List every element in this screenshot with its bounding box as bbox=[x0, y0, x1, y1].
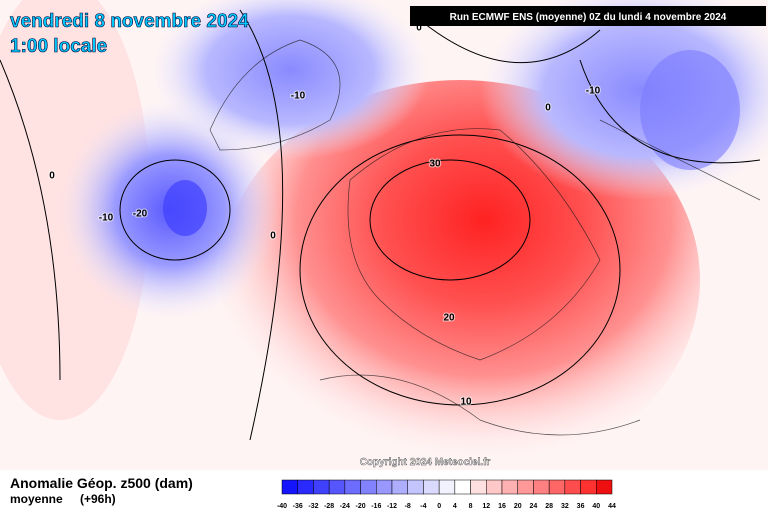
contour-label: 0 bbox=[270, 231, 276, 242]
colorbar-tick-label: -36 bbox=[293, 503, 303, 510]
contour-label: -10 bbox=[586, 86, 601, 97]
colorbar-box bbox=[564, 479, 581, 495]
run-box bbox=[410, 6, 766, 26]
colorbar-tick-label: 0 bbox=[437, 503, 441, 510]
colorbar-box bbox=[470, 479, 487, 495]
colorbar-tick-label: 36 bbox=[577, 503, 585, 510]
colorbar-box bbox=[423, 479, 440, 495]
contour-label: 0 bbox=[416, 23, 422, 34]
colorbar-tick-label: 16 bbox=[498, 503, 506, 510]
negative-anomaly bbox=[150, 0, 430, 160]
colorbar-box bbox=[360, 479, 377, 495]
colorbar-tick-label: -40 bbox=[277, 503, 287, 510]
contour-label: 10 bbox=[460, 397, 472, 408]
contour-label: -20 bbox=[133, 209, 148, 220]
contour-label: 0 bbox=[49, 171, 55, 182]
copyright: Copyright 2024 Meteociel.fr bbox=[360, 457, 491, 468]
colorbar-box bbox=[454, 479, 471, 495]
colorbar-tick-label: -20 bbox=[356, 503, 366, 510]
run-info: Run ECMWF ENS (moyenne) 0Z du lundi 4 no… bbox=[450, 12, 727, 23]
footer-title: Anomalie Géop. z500 (dam) bbox=[10, 475, 193, 491]
footer-lead: (+96h) bbox=[80, 492, 116, 506]
colorbar-box bbox=[517, 479, 534, 495]
colorbar-box bbox=[533, 479, 550, 495]
colorbar-box bbox=[580, 479, 597, 495]
contour-label: 20 bbox=[443, 313, 455, 324]
colorbar-tick-label: -4 bbox=[420, 503, 426, 510]
footer-subtitle: moyenne bbox=[10, 492, 63, 506]
contour-label: -10 bbox=[291, 91, 306, 102]
colorbar-tick-label: -28 bbox=[324, 503, 334, 510]
colorbar-tick-label: 4 bbox=[453, 503, 457, 510]
colorbar-tick-label: 28 bbox=[545, 503, 553, 510]
negative-anomaly-core bbox=[163, 180, 207, 236]
colorbar-box bbox=[344, 479, 361, 495]
colorbar: -40 -36 -32 -28 -24 -20 -16 -12 -8 -4 0 4 8 12 16 20 24 2… bbox=[277, 479, 616, 510]
contours bbox=[0, 9, 761, 441]
colorbar-tick-label: -24 bbox=[340, 503, 350, 510]
colorbar-box bbox=[501, 479, 518, 495]
colorbar-tick-label: 32 bbox=[561, 503, 569, 510]
colorbar-tick-label: -32 bbox=[308, 503, 318, 510]
colorbar-tick-label: 44 bbox=[608, 503, 616, 510]
colorbar-box bbox=[391, 479, 408, 495]
contour-labels: 0 -10 -10 0 0 -10 -20 30 0 20 10 bbox=[48, 22, 601, 409]
coastlines bbox=[209, 39, 761, 436]
colorbar-tick-label: 8 bbox=[469, 503, 473, 510]
contour-label: 0 bbox=[545, 103, 551, 114]
colorbar-tick-label: -8 bbox=[405, 503, 411, 510]
colorbar-box bbox=[596, 479, 613, 495]
colorbar-box bbox=[297, 479, 314, 495]
colorbar-box bbox=[407, 479, 424, 495]
map bbox=[0, 0, 768, 480]
contour-label: 30 bbox=[429, 159, 441, 170]
colorbar-tick-label: 40 bbox=[592, 503, 600, 510]
date-title: vendredi 8 novembre 2024 bbox=[10, 11, 249, 32]
negative-anomaly bbox=[640, 50, 740, 170]
colorbar-box bbox=[548, 479, 566, 495]
colorbar-tick-label: 20 bbox=[514, 503, 522, 510]
time-title: 1:00 locale bbox=[10, 36, 107, 57]
colorbar-tick-label: 12 bbox=[482, 503, 490, 510]
colorbar-box bbox=[281, 479, 298, 495]
colorbar-box bbox=[438, 479, 456, 495]
colorbar-tick-label: 24 bbox=[530, 503, 538, 510]
colorbar-tick-label: -16 bbox=[371, 503, 381, 510]
contour-label: -10 bbox=[99, 213, 114, 224]
colorbar-tick-label: -12 bbox=[387, 503, 397, 510]
colorbar-box bbox=[376, 479, 393, 495]
colorbar-box bbox=[313, 479, 330, 495]
colorbar-box bbox=[328, 479, 346, 495]
colorbar-box bbox=[486, 479, 503, 495]
